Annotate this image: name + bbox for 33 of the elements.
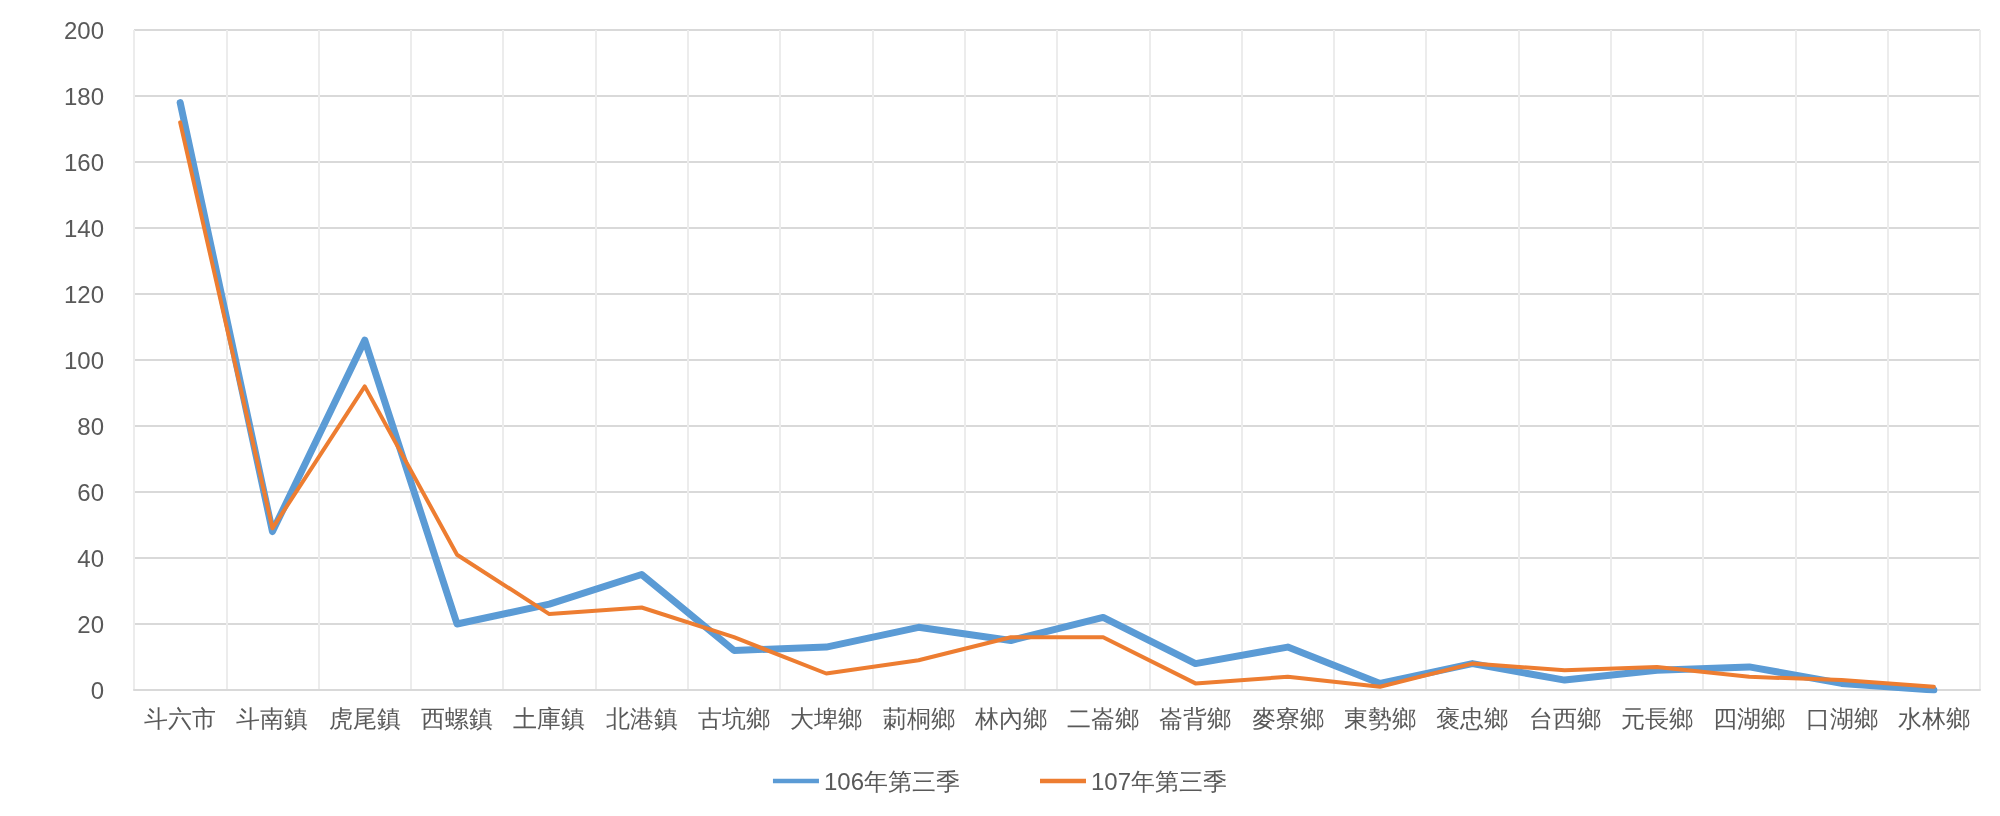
- y-tick-label: 20: [77, 610, 104, 638]
- y-tick-label: 140: [63, 214, 104, 242]
- x-tick-label: 元長鄉: [1620, 704, 1693, 732]
- y-tick-label: 0: [90, 676, 104, 704]
- x-tick-label: 麥寮鄉: [1251, 704, 1324, 732]
- x-tick-label: 大埤鄉: [790, 704, 863, 732]
- x-tick-label: 北港鎮: [605, 704, 678, 732]
- y-tick-label: 60: [77, 478, 104, 506]
- y-tick-label: 200: [63, 16, 104, 44]
- x-tick-label: 崙背鄉: [1159, 704, 1232, 732]
- x-tick-label: 台西鄉: [1528, 704, 1601, 732]
- x-tick-label: 虎尾鎮: [328, 704, 401, 732]
- x-tick-label: 東勢鄉: [1344, 704, 1417, 732]
- legend-label: 107年第三季: [1091, 767, 1228, 795]
- x-tick-label: 褒忠鄉: [1436, 704, 1509, 732]
- x-tick-label: 莿桐鄉: [882, 704, 955, 732]
- y-tick-label: 180: [63, 82, 104, 110]
- x-tick-label: 古坑鄉: [697, 704, 770, 732]
- y-tick-label: 40: [77, 544, 104, 572]
- y-tick-label: 80: [77, 412, 104, 440]
- x-tick-label: 四湖鄉: [1713, 704, 1786, 732]
- x-tick-label: 土庫鎮: [513, 704, 586, 732]
- y-tick-label: 120: [63, 280, 104, 308]
- y-tick-label: 160: [63, 148, 104, 176]
- x-tick-label: 林內鄉: [973, 704, 1047, 732]
- x-tick-label: 西螺鎮: [421, 704, 494, 732]
- x-tick-label: 水林鄉: [1897, 704, 1970, 732]
- y-tick-label: 100: [63, 346, 104, 374]
- x-tick-label: 斗六市: [144, 704, 217, 732]
- x-tick-label: 斗南鎮: [236, 704, 309, 732]
- x-tick-label: 口湖鄉: [1805, 704, 1878, 732]
- legend-label: 106年第三季: [823, 767, 960, 795]
- x-tick-label: 二崙鄉: [1067, 704, 1140, 732]
